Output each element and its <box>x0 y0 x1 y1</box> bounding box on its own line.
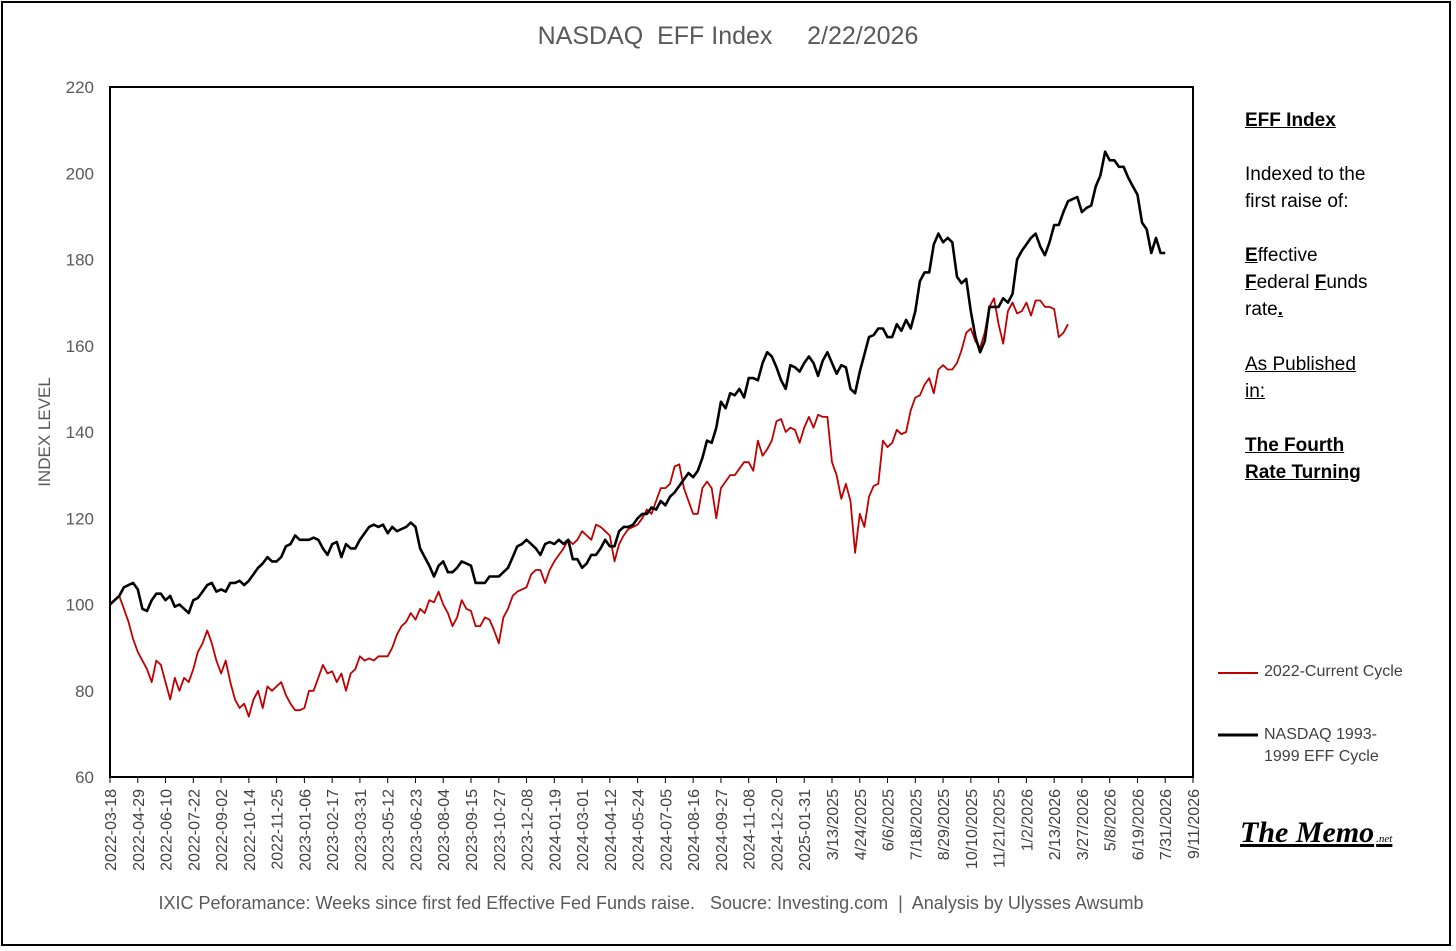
x-tick-label: 2023-06-23 <box>408 789 425 871</box>
x-tick-label: 7/31/2026 <box>1158 789 1175 860</box>
x-tick-label: 2022-03-18 <box>103 789 120 871</box>
x-tick-label: 2024-11-08 <box>742 789 759 870</box>
sidebar-published: As Published in: <box>1245 351 1356 405</box>
series-layer <box>109 150 1166 718</box>
sidebar-book-title: The Fourth Rate Turning <box>1245 432 1361 486</box>
x-tick-label: 2022-09-02 <box>214 789 231 871</box>
x-tick-label: 2023-01-06 <box>297 789 314 871</box>
x-tick-label: 2022-07-22 <box>186 789 203 871</box>
x-tick-label: 2025-01-31 <box>797 789 814 871</box>
x-tick-label: 2024-03-01 <box>575 789 592 871</box>
x-tick-label: 2023-08-04 <box>436 789 453 871</box>
y-tick-label: 200 <box>66 164 94 183</box>
eff-line3-word: rate <box>1245 299 1278 320</box>
chart-title: NASDAQ EFF Index 2/22/2026 <box>538 22 919 50</box>
sidebar-published-line1: As Published <box>1245 354 1356 375</box>
brand-logo: The Memo .net <box>1240 816 1392 850</box>
legend-red-label: 2022-Current Cycle <box>1264 663 1403 680</box>
x-tick-label: 2/13/2026 <box>1047 789 1064 860</box>
x-tick-label: 3/13/2025 <box>825 789 842 860</box>
legend-black-line1: NASDAQ 1993- <box>1264 726 1377 743</box>
y-tick-label: 60 <box>75 768 94 787</box>
sidebar-eff-definition: Effective Federal Funds rate. <box>1245 242 1368 323</box>
series-line-nasdaq-1993-1999 <box>109 150 1166 615</box>
x-tick-label: 2023-09-15 <box>464 789 481 871</box>
x-tick-label: 2024-12-20 <box>769 789 786 871</box>
eff-line2-mid: ederal <box>1256 272 1315 293</box>
series-line-2022-current <box>109 297 1069 718</box>
x-tick-label: 2023-12-08 <box>520 789 537 871</box>
x-tick-label: 2024-08-16 <box>686 789 703 871</box>
sidebar-indexed: Indexed to the first raise of: <box>1245 161 1365 215</box>
eff-line2-rest: unds <box>1326 272 1368 293</box>
x-tick-label: 2022-06-10 <box>159 789 176 871</box>
sidebar-published-line2: in: <box>1245 381 1266 402</box>
x-tick-label: 3/27/2026 <box>1075 789 1092 860</box>
sidebar-eff-line2: Federal Funds <box>1245 269 1368 296</box>
x-tick-label: 2022-10-14 <box>242 789 259 871</box>
eff-cap-e: E <box>1245 245 1258 266</box>
x-tick-label: 6/19/2026 <box>1130 789 1147 860</box>
x-tick-label: 2024-04-12 <box>603 789 620 871</box>
eff-cap-f2: F <box>1314 272 1327 293</box>
x-tick-label: 5/8/2026 <box>1103 789 1120 851</box>
x-tick-label: 2024-09-27 <box>714 789 731 871</box>
sidebar-heading-text: EFF Index <box>1245 110 1336 131</box>
x-tick-label: 2023-05-12 <box>381 789 398 871</box>
sidebar-book-line1: The Fourth <box>1245 435 1345 456</box>
x-tick-label: 7/18/2025 <box>908 789 925 860</box>
y-tick-label: 160 <box>66 337 94 356</box>
x-tick-label: 1/2/2026 <box>1019 789 1036 851</box>
x-tick-label: 2024-05-24 <box>631 789 648 871</box>
y-tick-label: 100 <box>66 596 94 615</box>
x-tick-label: 6/6/2025 <box>881 789 898 851</box>
eff-line1-rest: ffective <box>1257 245 1318 266</box>
legend-black-label: NASDAQ 1993- 1999 EFF Cycle <box>1264 724 1379 768</box>
y-axis-label: INDEX LEVEL <box>35 377 54 487</box>
x-tick-label: 2023-10-27 <box>492 789 509 871</box>
x-tick-label: 4/24/2025 <box>853 789 870 860</box>
y-tick-label: 80 <box>75 682 94 701</box>
y-tick-label: 140 <box>66 423 94 442</box>
eff-line3-period: . <box>1277 299 1284 320</box>
sidebar-eff-line1: Effective <box>1245 242 1368 269</box>
brand-suffix: .net <box>1376 833 1393 845</box>
y-tick-label: 180 <box>66 251 94 270</box>
x-tick-label: 11/21/2025 <box>992 789 1009 868</box>
sidebar-book-line2: Rate Turning <box>1245 462 1361 483</box>
x-axis-label: IXIC Peforamance: Weeks since first fed … <box>158 893 1143 913</box>
x-tick-label: 2022-11-25 <box>270 789 287 870</box>
x-tick-label: 8/29/2025 <box>936 789 953 860</box>
y-tick-label: 120 <box>66 509 94 528</box>
x-tick-label: 2022-04-29 <box>131 789 148 871</box>
sidebar-heading: EFF Index <box>1245 107 1336 134</box>
brand-name: The Memo <box>1240 816 1375 849</box>
sidebar-indexed-line2: first raise of: <box>1245 191 1349 212</box>
x-axis-ticks: 2022-03-18 2022-04-29 2022-06-10 2022-07-22… <box>103 777 1203 871</box>
legend-black-line2: 1999 EFF Cycle <box>1264 748 1379 765</box>
sidebar-eff-line3: rate. <box>1245 296 1368 323</box>
plot-area-border <box>109 86 1194 778</box>
eff-cap-f1: F <box>1245 272 1257 293</box>
y-axis-ticks: 60 80 100 120 140 160 180 200 220 <box>66 78 94 787</box>
x-tick-label: 9/11/2026 <box>1186 789 1203 859</box>
x-tick-label: 2024-01-19 <box>547 789 564 871</box>
x-tick-label: 2024-07-05 <box>658 789 675 871</box>
x-tick-label: 2023-03-31 <box>353 789 370 871</box>
x-tick-label: 2023-02-17 <box>325 789 342 871</box>
sidebar-indexed-line1: Indexed to the <box>1245 164 1366 185</box>
x-tick-label: 10/10/2025 <box>964 789 981 869</box>
y-tick-label: 220 <box>66 78 94 97</box>
